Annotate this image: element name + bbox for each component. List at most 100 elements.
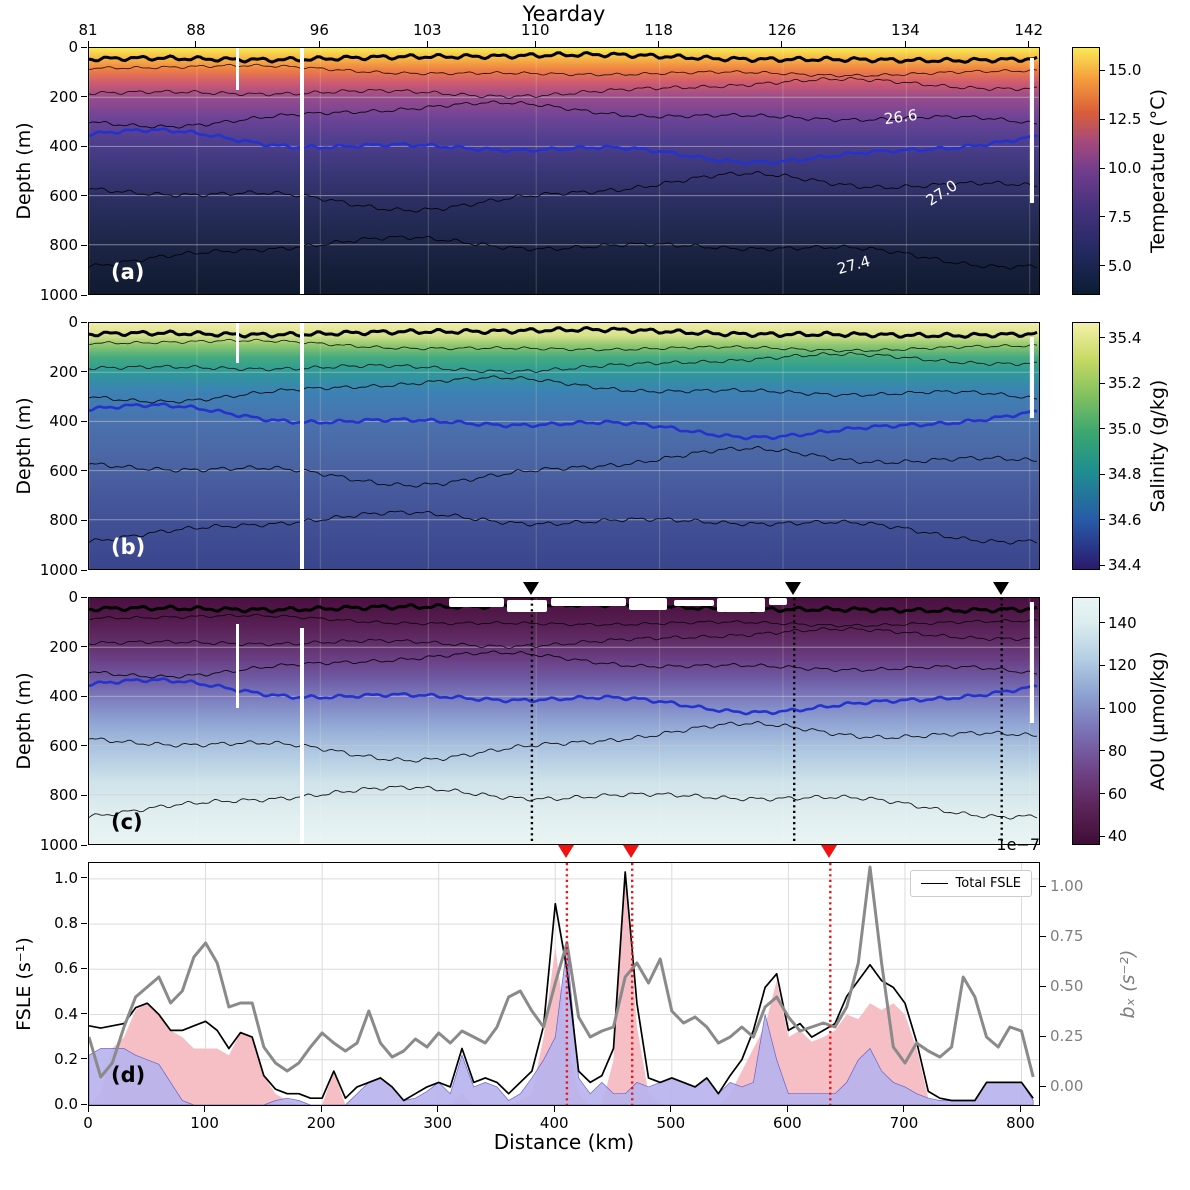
legend: Total FSLE bbox=[909, 870, 1032, 897]
distance-tick bbox=[204, 1106, 206, 1112]
depth-tick-label: 200 bbox=[49, 637, 78, 656]
distance-tick-label: 100 bbox=[190, 1114, 219, 1132]
b-section-canvas bbox=[89, 323, 1039, 569]
depth-tick bbox=[81, 96, 87, 98]
fsle-tick-label: 1.0 bbox=[54, 868, 78, 887]
colorbar-tick-label: 7.5 bbox=[1108, 207, 1132, 226]
panel-b-salinity-section: (b) bbox=[88, 322, 1040, 570]
colorbar-tick bbox=[1100, 750, 1105, 752]
missing-data-patch bbox=[507, 600, 547, 612]
depth-tick bbox=[81, 46, 87, 48]
fsle-chart-canvas bbox=[89, 863, 1039, 1105]
contour-26.6-line bbox=[89, 100, 1038, 129]
depth-tick bbox=[81, 294, 87, 296]
missing-data-patch bbox=[769, 598, 787, 605]
contour-line bbox=[89, 626, 1038, 649]
distance-tick bbox=[87, 1106, 89, 1112]
colorbar-tick-label: 12.5 bbox=[1108, 110, 1142, 129]
front-marker-triangle bbox=[557, 845, 574, 858]
depth-tick bbox=[81, 844, 87, 846]
distance-tick-label: 300 bbox=[423, 1114, 452, 1132]
bx-tick-label: 0.25 bbox=[1050, 1027, 1084, 1045]
colorbar-tick-label: 5.0 bbox=[1108, 256, 1132, 275]
colorbar-tick-label: 140 bbox=[1108, 613, 1137, 632]
panel-a-temperature-section: (a) 26.6 27.0 27.4 bbox=[88, 47, 1040, 295]
bx-tick bbox=[1040, 935, 1046, 937]
depth-tick bbox=[81, 596, 87, 598]
depth-tick-label: 0 bbox=[68, 313, 78, 331]
colorbar-tick-label: 35.0 bbox=[1108, 419, 1142, 438]
contour-line bbox=[89, 351, 1038, 374]
colorbar-tick bbox=[1100, 118, 1105, 120]
depth-tick bbox=[81, 145, 87, 147]
bx-offset-text: 1e−7 bbox=[996, 835, 1040, 854]
colorbar-tick bbox=[1100, 428, 1105, 430]
colorbar-tick-label: 34.8 bbox=[1108, 465, 1142, 484]
distance-tick-label: 700 bbox=[889, 1114, 919, 1132]
data-gap bbox=[300, 48, 304, 294]
colorbar-tick bbox=[1100, 793, 1105, 795]
distance-tick-label: 500 bbox=[656, 1114, 686, 1132]
depth-tick-label: 600 bbox=[49, 186, 78, 205]
distance-axis-label: Distance (km) bbox=[493, 1130, 635, 1154]
yearday-tick-label: 126 bbox=[767, 21, 797, 39]
colorbar-tick-label: 35.2 bbox=[1108, 374, 1142, 393]
distance-tick-label: 200 bbox=[306, 1114, 336, 1132]
missing-data-patch bbox=[629, 598, 667, 610]
data-gap bbox=[300, 323, 304, 569]
contour-26.6-line bbox=[89, 375, 1038, 404]
salinity-colorbar bbox=[1072, 322, 1100, 570]
colorbar-tick bbox=[1100, 216, 1105, 218]
data-gap bbox=[300, 628, 304, 844]
temperature-colorbar-title: Temperature (°C) bbox=[1147, 89, 1169, 253]
bx-tick bbox=[1040, 885, 1046, 887]
depth-tick-label: 1000 bbox=[39, 561, 78, 579]
colorbar-tick bbox=[1100, 835, 1105, 837]
contour-26.6-line bbox=[89, 650, 1038, 679]
depth-tick bbox=[81, 244, 87, 246]
colorbar-tick-label: 60 bbox=[1108, 784, 1128, 803]
bx-tick-label: 0.00 bbox=[1050, 1077, 1084, 1095]
depth-tick bbox=[81, 569, 87, 571]
distance-tick bbox=[670, 1106, 672, 1112]
distance-tick-label: 800 bbox=[1006, 1114, 1035, 1132]
depth-tick bbox=[81, 420, 87, 422]
depth-tick-label: 1000 bbox=[39, 836, 78, 854]
event-marker-triangle bbox=[522, 582, 539, 595]
bx-axis-label: bₓ (s⁻²) bbox=[1117, 949, 1139, 1019]
yearday-tick bbox=[658, 41, 660, 47]
colorbar-tick bbox=[1100, 167, 1105, 169]
bx-tick-label: 1.00 bbox=[1050, 877, 1084, 895]
data-gap bbox=[1030, 58, 1034, 203]
colorbar-tick-label: 34.6 bbox=[1108, 510, 1142, 529]
panel-b-letter: (b) bbox=[111, 535, 146, 559]
colorbar-tick-label: 80 bbox=[1108, 741, 1128, 760]
colorbar-tick bbox=[1100, 337, 1105, 339]
data-gap bbox=[236, 624, 239, 708]
distance-tick-label: 0 bbox=[83, 1114, 93, 1132]
colorbar-tick-label: 35.4 bbox=[1108, 328, 1142, 347]
fsle-tick bbox=[81, 1103, 87, 1105]
colorbar-tick-label: 120 bbox=[1108, 656, 1137, 675]
fsle-tick bbox=[81, 967, 87, 969]
mixed-layer-line-line bbox=[89, 325, 1038, 339]
depth-tick-label: 1000 bbox=[39, 286, 78, 304]
depth-tick-label: 200 bbox=[49, 87, 78, 106]
yearday-tick-label: 142 bbox=[1014, 21, 1044, 39]
depth-tick-label: 400 bbox=[49, 412, 78, 431]
contour-27.0-line bbox=[89, 677, 1038, 716]
colorbar-tick bbox=[1100, 622, 1105, 624]
colorbar-tick bbox=[1100, 69, 1105, 71]
colorbar-tick-label: 40 bbox=[1108, 827, 1128, 846]
depth-tick bbox=[81, 470, 87, 472]
aou-colorbar bbox=[1072, 597, 1100, 845]
distance-tick bbox=[320, 1106, 322, 1112]
event-marker-triangle bbox=[992, 582, 1009, 595]
distance-tick bbox=[1020, 1106, 1021, 1112]
contour-27.0-line bbox=[89, 402, 1038, 441]
contour-27.0-line bbox=[89, 127, 1038, 166]
depth-tick-label: 800 bbox=[49, 786, 78, 805]
bx-tick bbox=[1040, 1085, 1046, 1087]
aou-colorbar-title: AOU (µmol/kg) bbox=[1147, 651, 1169, 791]
distance-tick bbox=[437, 1106, 439, 1112]
